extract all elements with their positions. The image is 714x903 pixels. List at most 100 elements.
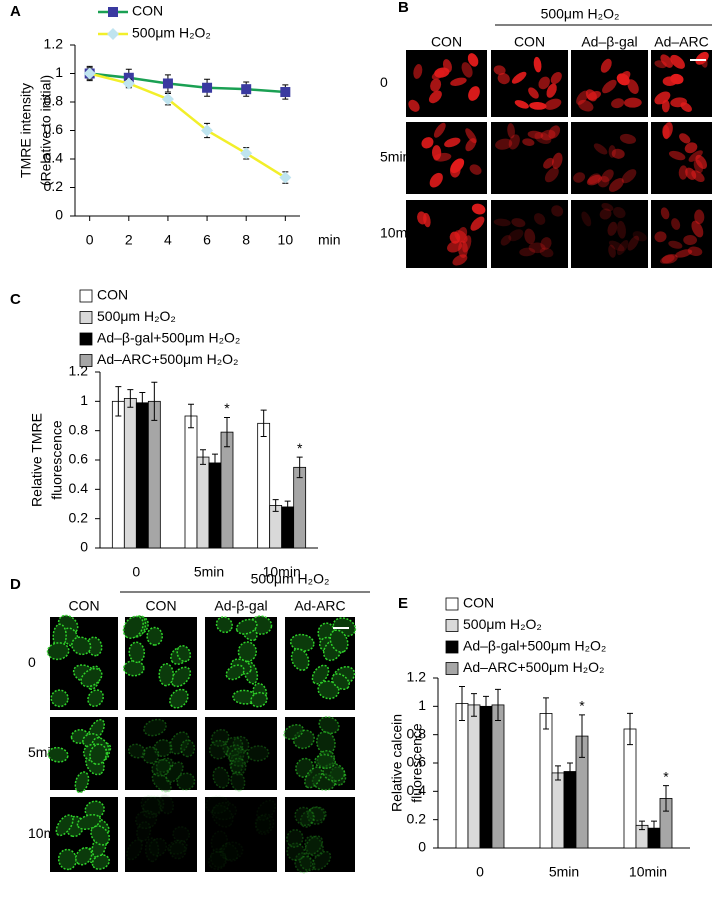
micrograph-background (285, 797, 355, 872)
error-bar (543, 697, 549, 730)
cell (660, 254, 675, 264)
bar (551, 772, 565, 849)
marker (241, 84, 252, 95)
cell (511, 218, 526, 228)
bar (147, 400, 161, 549)
cell (176, 772, 196, 791)
cell (619, 71, 631, 82)
y-tick-label: 0.6 (44, 121, 64, 137)
error-bar (483, 695, 489, 717)
cell (684, 142, 698, 154)
cell (534, 131, 552, 145)
cell (50, 689, 69, 708)
cell (608, 240, 625, 252)
cell (413, 64, 423, 79)
cell (608, 145, 616, 158)
cell (585, 89, 597, 102)
error-bar (188, 403, 194, 429)
micrograph (283, 716, 355, 791)
cell (304, 835, 324, 858)
cell (544, 98, 562, 110)
x-tick-label: 5min (549, 864, 579, 880)
error-bar (115, 386, 122, 417)
cell (153, 739, 173, 758)
bar (123, 397, 137, 549)
cell (601, 202, 614, 212)
cell (144, 837, 160, 863)
cell (608, 244, 616, 258)
bar (208, 462, 222, 549)
cell (165, 761, 184, 783)
cell (551, 205, 564, 217)
cell (47, 746, 69, 763)
micrograph (46, 614, 118, 710)
cell (493, 218, 511, 227)
error-bar (627, 712, 633, 746)
y-tick-label: 0.4 (69, 480, 89, 496)
y-tick-label: 1.2 (407, 669, 427, 685)
marker (161, 93, 174, 106)
column-header: Ad-ARC (294, 598, 345, 614)
cell (299, 810, 316, 828)
cell (552, 152, 563, 169)
error-bar (151, 381, 158, 421)
legend-swatch (79, 332, 93, 346)
cell (685, 167, 697, 180)
micrograph-background (205, 797, 277, 872)
cell (528, 87, 539, 99)
legend-label: CON (132, 3, 163, 19)
y-tick-label: 1 (80, 392, 88, 408)
y-tick-label: 0.8 (69, 421, 89, 437)
cell (329, 629, 349, 653)
bar (184, 415, 198, 549)
cell (687, 246, 703, 257)
cell (600, 58, 612, 73)
x-tick-label: 5min (194, 564, 224, 580)
cell (668, 240, 683, 249)
micrograph-background (571, 122, 648, 194)
panel-letter: B (398, 0, 409, 16)
panel-letter: C (10, 291, 21, 308)
cell (601, 169, 614, 183)
legend-label: 500μm H₂O₂ (463, 616, 542, 632)
micrograph (571, 50, 648, 117)
cell (508, 229, 524, 242)
cell (205, 795, 230, 814)
micrograph (406, 50, 487, 117)
column-header: CON (145, 598, 176, 614)
cell (210, 830, 228, 853)
cell (74, 771, 90, 794)
cell (299, 855, 316, 872)
cell (80, 667, 103, 688)
y-tick-label: 1 (418, 697, 426, 713)
cell (668, 150, 686, 161)
cell (87, 689, 104, 708)
cell (294, 852, 312, 874)
cell (578, 99, 594, 112)
micrograph-background (491, 200, 568, 268)
micrograph-background (125, 717, 197, 790)
legend-label: Ad–ARC+500μm H₂O₂ (97, 351, 239, 367)
cell (151, 772, 172, 793)
y-axis-label: fluorescence (49, 420, 65, 500)
cell (180, 739, 196, 758)
group-label: 500μm H₂O₂ (541, 6, 620, 22)
error-bar (139, 392, 146, 414)
cell (683, 235, 698, 246)
legend-label: Ad–ARC+500μm H₂O₂ (463, 659, 605, 675)
cell (694, 209, 705, 225)
bar (455, 703, 469, 849)
cell (433, 122, 446, 138)
cell (314, 753, 337, 770)
y-tick-label: 0.8 (44, 93, 64, 109)
cell (230, 757, 247, 776)
error-bar (471, 693, 477, 717)
micrograph (571, 122, 648, 194)
cell (533, 56, 542, 73)
cell (546, 83, 557, 98)
legend-label: Ad–β-gal+500μm H₂O₂ (97, 330, 240, 346)
cell (254, 814, 271, 833)
y-tick-label: 1 (55, 64, 63, 80)
y-axis-label: TMRE intensity (18, 83, 34, 178)
error-bar (260, 409, 267, 438)
